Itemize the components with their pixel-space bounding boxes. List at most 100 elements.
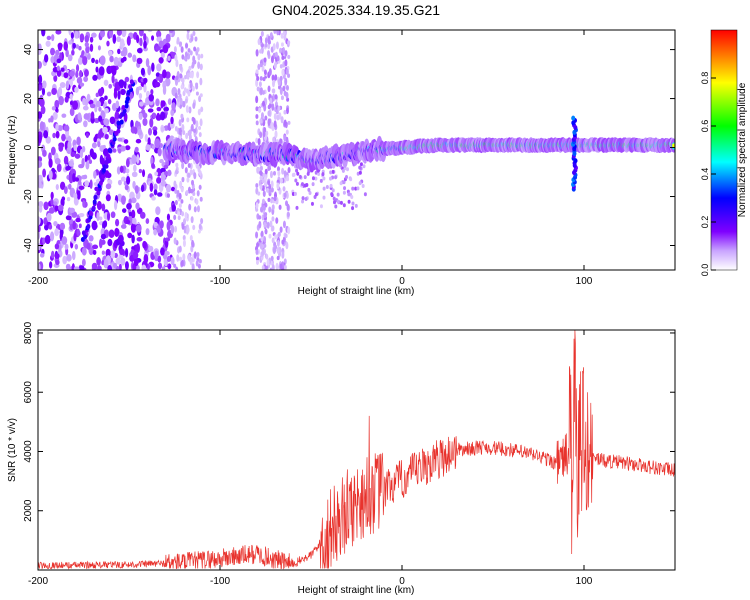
spectrogram-cell	[142, 117, 148, 127]
spectrogram-cell	[255, 95, 259, 104]
spectrogram-cell	[82, 200, 86, 208]
spectrogram-cell	[284, 59, 288, 67]
spectrogram-cell	[173, 237, 177, 245]
spectrogram-cell	[150, 89, 154, 95]
spectrogram-cell	[66, 254, 72, 262]
spectrogram-cell	[93, 170, 97, 179]
spectrogram-cell	[178, 203, 182, 208]
spectrogram-cell	[135, 224, 142, 233]
spectrogram-cell	[48, 207, 55, 214]
spectrogram-cell	[134, 185, 139, 194]
spectrogram-cell	[259, 165, 263, 171]
spectrogram-cell	[138, 101, 144, 107]
spectrogram-cell	[115, 218, 120, 227]
spectrogram-cell	[103, 118, 110, 126]
spectrogram-cell	[287, 167, 291, 174]
spectrogram-cell	[57, 125, 63, 132]
spectrogram-cell	[285, 241, 289, 250]
spectrogram-cell	[77, 112, 82, 121]
spectrogram-cell	[349, 177, 353, 182]
spectrogram-cell	[279, 177, 283, 184]
spectrogram-cell	[185, 43, 189, 49]
spectrogram-cell	[197, 263, 201, 269]
spectrogram-cell	[282, 85, 286, 92]
spectrogram-cell	[83, 174, 88, 180]
spectrogram-cell	[272, 136, 276, 143]
spectrogram-cell	[310, 201, 314, 206]
spectrogram-cell	[262, 190, 266, 198]
spectrogram-cell	[65, 80, 70, 90]
spectrogram-cell	[85, 161, 90, 170]
spectrogram-cell	[156, 177, 162, 184]
spectrogram-cell	[261, 178, 265, 184]
spectrogram-cell	[48, 261, 53, 269]
spectrogram-cell	[101, 260, 105, 266]
spectrogram-cell	[93, 182, 99, 187]
spectrogram-cell	[155, 98, 160, 107]
spectrogram-cell	[177, 87, 181, 96]
spectrogram-cell	[116, 36, 121, 43]
spectrogram-cell	[104, 95, 108, 101]
spectrogram-cell	[151, 163, 155, 169]
spectrogram-cell	[255, 249, 259, 255]
spectrogram-cell	[283, 192, 287, 198]
spectrogram-cell	[283, 109, 287, 115]
spectrogram-cell	[69, 93, 74, 100]
spectrogram-cell	[159, 143, 163, 149]
spectrogram-cell	[154, 138, 161, 149]
spectrogram-cell	[49, 231, 55, 242]
spectrogram-cell	[175, 75, 179, 81]
spectrogram-cell	[117, 137, 123, 142]
spectrogram-cell	[262, 100, 266, 107]
spectrogram-cell	[329, 183, 333, 188]
spectrogram-cell	[255, 201, 259, 209]
spectrogram-cell	[193, 206, 197, 213]
spectrogram-cell	[358, 165, 362, 170]
spectrogram-cell	[65, 49, 69, 58]
spectrogram-cell	[136, 236, 143, 242]
spectrogram-cell	[262, 172, 266, 178]
spectrogram-cell	[117, 179, 122, 186]
spectrogram-cell	[135, 202, 140, 210]
spectrogram-cell	[150, 156, 154, 166]
spectrogram-cell	[136, 154, 140, 164]
spectrogram-cell	[69, 207, 75, 213]
spectrogram-cell	[133, 256, 139, 267]
spectrogram-cell	[255, 114, 259, 119]
spectrogram-cell	[113, 56, 119, 66]
spectrogram-cell	[190, 196, 194, 201]
spectrogram-cell	[163, 164, 169, 170]
spectrogram-cell	[153, 229, 158, 236]
spectrogram-cell	[177, 211, 181, 216]
spectrogram-cell	[151, 62, 155, 72]
spectrogram-cell	[351, 206, 355, 211]
spectrogram-cell	[187, 130, 191, 136]
y-tick-label: 8000	[23, 321, 34, 344]
spectrogram-cell	[106, 211, 111, 222]
spectrogram-cell	[158, 73, 164, 84]
spectrogram-cell	[130, 119, 134, 129]
spectrogram-cell	[187, 52, 191, 60]
spectrogram-cell	[119, 165, 124, 173]
spectrogram-cell	[133, 127, 138, 135]
spectrogram-cell	[261, 65, 265, 72]
spectrogram-cell	[266, 221, 270, 229]
spectrogram-cell	[284, 77, 288, 86]
spectrogram-cell	[143, 84, 147, 93]
spectrogram-cell	[256, 76, 260, 81]
spectrogram-cell	[174, 92, 178, 99]
spectrogram-cell	[46, 91, 52, 97]
spectrogram-cell	[166, 193, 170, 198]
spectrogram-cell	[106, 40, 110, 47]
spectrogram-cell	[112, 34, 117, 44]
spectrogram-cell	[185, 132, 189, 140]
spectrogram-cell	[281, 68, 285, 76]
spectrogram-cell	[101, 174, 106, 180]
spectrogram-cell	[147, 30, 153, 33]
spectrogram-cell	[279, 64, 283, 69]
spectrogram-cell	[281, 239, 285, 245]
spectrogram-cell	[363, 192, 367, 197]
spectrogram-cell	[99, 55, 106, 66]
spectrogram-cell	[286, 176, 290, 182]
